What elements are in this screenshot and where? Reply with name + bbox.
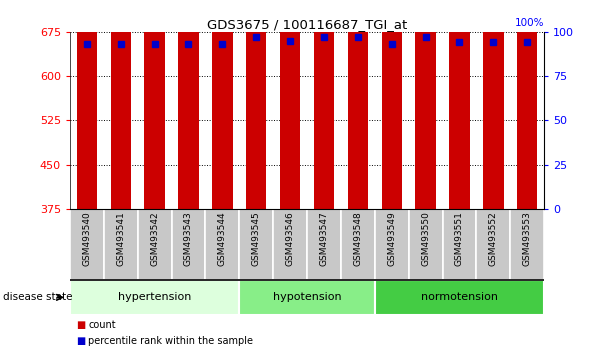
Bar bbox=[517, 0, 537, 209]
Text: GSM493551: GSM493551 bbox=[455, 211, 464, 266]
Text: normotension: normotension bbox=[421, 292, 498, 302]
FancyBboxPatch shape bbox=[240, 209, 273, 280]
Bar bbox=[178, 0, 199, 209]
Text: hypotension: hypotension bbox=[273, 292, 341, 302]
Text: hypertension: hypertension bbox=[118, 292, 192, 302]
Bar bbox=[212, 0, 232, 209]
FancyBboxPatch shape bbox=[477, 209, 510, 280]
Bar bbox=[145, 0, 165, 209]
Text: GSM493543: GSM493543 bbox=[184, 211, 193, 266]
FancyBboxPatch shape bbox=[206, 209, 240, 280]
FancyBboxPatch shape bbox=[137, 209, 171, 280]
FancyBboxPatch shape bbox=[375, 209, 409, 280]
Text: GSM493540: GSM493540 bbox=[82, 211, 91, 266]
FancyBboxPatch shape bbox=[273, 209, 307, 280]
Text: GSM493547: GSM493547 bbox=[319, 211, 328, 266]
FancyBboxPatch shape bbox=[375, 280, 544, 315]
Text: GSM493552: GSM493552 bbox=[489, 211, 498, 266]
FancyBboxPatch shape bbox=[307, 209, 341, 280]
Text: GSM493541: GSM493541 bbox=[116, 211, 125, 266]
FancyBboxPatch shape bbox=[443, 209, 477, 280]
FancyBboxPatch shape bbox=[409, 209, 443, 280]
FancyBboxPatch shape bbox=[70, 280, 240, 315]
Text: GSM493546: GSM493546 bbox=[286, 211, 295, 266]
FancyBboxPatch shape bbox=[70, 209, 104, 280]
Bar bbox=[246, 0, 266, 209]
Text: ■: ■ bbox=[76, 320, 85, 330]
Bar bbox=[314, 0, 334, 209]
Title: GDS3675 / 100116687_TGI_at: GDS3675 / 100116687_TGI_at bbox=[207, 18, 407, 31]
Text: GSM493550: GSM493550 bbox=[421, 211, 430, 266]
Text: percentile rank within the sample: percentile rank within the sample bbox=[88, 336, 253, 346]
FancyBboxPatch shape bbox=[104, 209, 137, 280]
FancyBboxPatch shape bbox=[510, 209, 544, 280]
Text: disease state: disease state bbox=[3, 292, 72, 302]
Bar bbox=[77, 0, 97, 209]
Text: 100%: 100% bbox=[514, 18, 544, 28]
Bar bbox=[382, 0, 402, 209]
Text: GSM493553: GSM493553 bbox=[523, 211, 532, 266]
Text: ■: ■ bbox=[76, 336, 85, 346]
Text: GSM493544: GSM493544 bbox=[218, 211, 227, 266]
Text: GSM493548: GSM493548 bbox=[353, 211, 362, 266]
FancyBboxPatch shape bbox=[341, 209, 375, 280]
Bar bbox=[280, 0, 300, 209]
Bar bbox=[415, 0, 436, 209]
FancyBboxPatch shape bbox=[240, 280, 375, 315]
FancyBboxPatch shape bbox=[171, 209, 206, 280]
Bar bbox=[449, 0, 469, 209]
Bar bbox=[111, 0, 131, 209]
Text: GSM493542: GSM493542 bbox=[150, 211, 159, 266]
Bar bbox=[483, 0, 503, 209]
Text: count: count bbox=[88, 320, 116, 330]
Text: GSM493549: GSM493549 bbox=[387, 211, 396, 266]
Text: GSM493545: GSM493545 bbox=[252, 211, 261, 266]
Bar bbox=[348, 0, 368, 209]
